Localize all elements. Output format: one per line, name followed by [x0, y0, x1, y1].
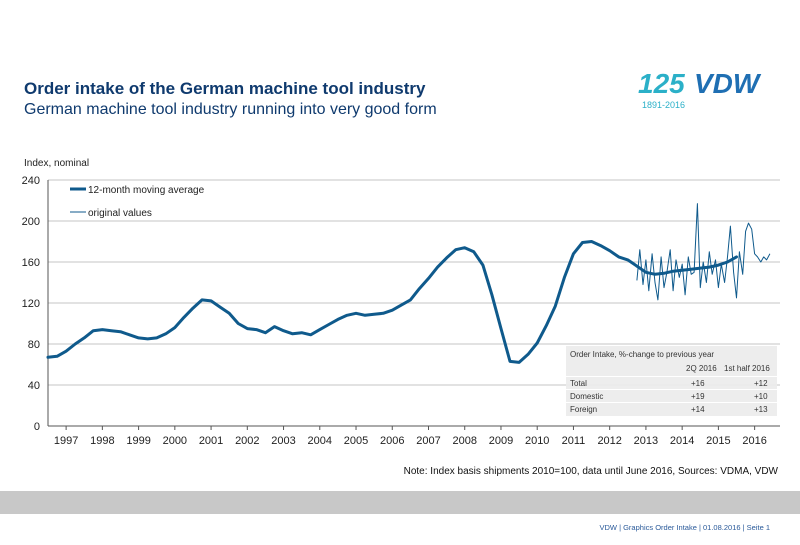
row-value-2q: +14 — [691, 405, 705, 414]
x-tick-label: 2016 — [742, 435, 766, 447]
x-tick-label: 2005 — [344, 435, 368, 447]
logo-brand: VDW — [694, 68, 762, 99]
chart-title: Order intake of the German machine tool … — [24, 79, 426, 98]
table-header-1st-half-2016: 1st half 2016 — [724, 364, 770, 373]
x-tick-label: 2003 — [271, 435, 295, 447]
row-value-half: +13 — [754, 405, 768, 414]
row-value-2q: +16 — [691, 379, 705, 388]
y-tick-label: 40 — [28, 380, 40, 392]
x-tick-label: 2015 — [706, 435, 730, 447]
row-value-half: +12 — [754, 379, 768, 388]
row-label: Domestic — [570, 392, 604, 401]
row-value-half: +10 — [754, 392, 768, 401]
original-values-line — [636, 203, 771, 301]
y-axis-label: Index, nominal — [24, 158, 90, 169]
vdw-logo: 125 VDW 1891-2016 — [638, 68, 762, 110]
logo-years: 1891-2016 — [642, 100, 685, 110]
x-tick-label: 2011 — [562, 435, 586, 447]
table-row: Foreign +14 +13 — [566, 402, 777, 416]
legend-label-moving-average: 12-month moving average — [88, 185, 205, 196]
y-tick-label: 120 — [22, 298, 40, 310]
order-intake-table: Order Intake, %-change to previous year … — [566, 346, 777, 416]
footer-bar — [0, 491, 800, 514]
x-tick-label: 2008 — [452, 435, 476, 447]
y-tick-label: 80 — [28, 339, 40, 351]
table-row: Total +16 +12 — [566, 376, 777, 390]
y-tick-label: 0 — [34, 421, 40, 433]
x-tick-label: 2007 — [416, 435, 440, 447]
x-tick-label: 2001 — [199, 435, 223, 447]
row-value-2q: +19 — [691, 392, 705, 401]
x-tick-label: 2012 — [597, 435, 621, 447]
moving-average-line — [46, 240, 738, 364]
x-tick-label: 2002 — [235, 435, 259, 447]
x-tick-label: 2004 — [308, 435, 332, 447]
chart-subtitle: German machine tool industry running int… — [24, 101, 437, 118]
row-label: Foreign — [570, 405, 598, 414]
table-row: Domestic +19 +10 — [566, 389, 777, 403]
x-tick-label: 2013 — [634, 435, 658, 447]
y-tick-label: 200 — [22, 216, 40, 228]
y-tick-label: 240 — [22, 175, 40, 187]
chart-note: Note: Index basis shipments 2010=100, da… — [403, 466, 778, 477]
table-header-2q-2016: 2Q 2016 — [686, 364, 717, 373]
line-chart: 0 40 80 120 160 200 240 1997 1998 1999 2000 2001 200… — [22, 175, 780, 447]
x-tick-label: 2014 — [670, 435, 694, 447]
table-title: Order Intake, %-change to previous year — [570, 350, 715, 359]
y-tick-label: 160 — [22, 257, 40, 269]
x-tick-label: 1999 — [126, 435, 150, 447]
x-tick-label: 1998 — [90, 435, 114, 447]
x-tick-label: 1997 — [54, 435, 78, 447]
logo-number: 125 — [638, 68, 685, 99]
x-tick-label: 2000 — [163, 435, 187, 447]
legend-label-original-values: original values — [88, 208, 152, 219]
row-label: Total — [570, 379, 587, 388]
x-tick-label: 2010 — [525, 435, 549, 447]
x-tick-label: 2006 — [380, 435, 404, 447]
footer-text: VDW | Graphics Order Intake | 01.08.2016… — [599, 523, 770, 532]
x-tick-label: 2009 — [489, 435, 513, 447]
